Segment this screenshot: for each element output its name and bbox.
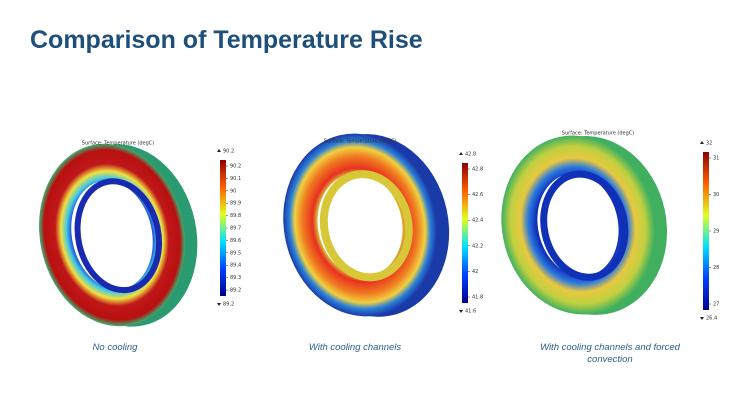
caption: With cooling channels — [308, 342, 402, 353]
min-label: 26.4 — [706, 316, 717, 322]
caption: No cooling — [92, 342, 138, 353]
colorbar-tick-label: 90 — [230, 188, 236, 194]
plot-title: Surface: Temperature (degC) — [82, 141, 154, 147]
colorbar-tick-label: 42.8 — [472, 167, 483, 173]
min-marker — [700, 317, 704, 320]
colorbar-tick-label: 41.8 — [472, 295, 483, 301]
colorbar — [703, 152, 709, 310]
colorbar-tick-label: 89.4 — [230, 263, 241, 269]
colorbar — [220, 160, 226, 296]
colorbar-tick-label: 31 — [713, 156, 719, 162]
colorbar-tick-label: 89.9 — [230, 201, 241, 207]
plot-title: Surface: Temperature (degC) — [562, 131, 634, 137]
colorbar-tick-label: 89.3 — [230, 275, 241, 281]
min-label: 89.2 — [223, 302, 234, 308]
colorbar-tick-label: 29 — [713, 229, 719, 235]
colorbar-tick-label: 89.7 — [230, 226, 241, 232]
colorbar-tick-label: 90.2 — [230, 164, 241, 170]
max-marker — [217, 149, 221, 152]
max-label: 42.8 — [465, 152, 476, 158]
colorbar — [462, 163, 468, 303]
max-marker — [459, 152, 463, 155]
max-marker — [700, 141, 704, 144]
colorbar-tick-label: 30 — [713, 192, 719, 198]
ring-render — [283, 133, 450, 317]
colorbar-tick-label: 89.8 — [230, 213, 241, 219]
colorbar-tick-label: 42 — [472, 269, 478, 275]
colorbar-tick-label: 42.2 — [472, 243, 483, 249]
colorbar-tick-label: 42.6 — [472, 192, 483, 198]
colorbar-tick-label: 27 — [713, 302, 719, 308]
plot-title: Surface: Temperature (degC) — [324, 139, 396, 145]
colorbar-tick-label: 42.4 — [472, 218, 483, 224]
min-label: 41.6 — [465, 309, 476, 315]
ring-render — [39, 143, 198, 327]
colorbar-tick-label: 89.2 — [230, 288, 241, 294]
colorbar-tick-label: 89.5 — [230, 250, 241, 256]
colorbar-tick-label: 89.6 — [230, 238, 241, 244]
colorbar-tick-label: 90.1 — [230, 176, 241, 182]
ring-render — [501, 135, 668, 315]
max-label: 90.2 — [223, 149, 234, 155]
max-label: 32 — [706, 141, 712, 147]
caption: With cooling channels and forced convect… — [540, 342, 680, 365]
colorbar-tick-label: 28 — [713, 265, 719, 271]
min-marker — [459, 310, 463, 313]
slide-title: Comparison of Temperature Rise — [30, 26, 423, 54]
min-marker — [217, 303, 221, 306]
